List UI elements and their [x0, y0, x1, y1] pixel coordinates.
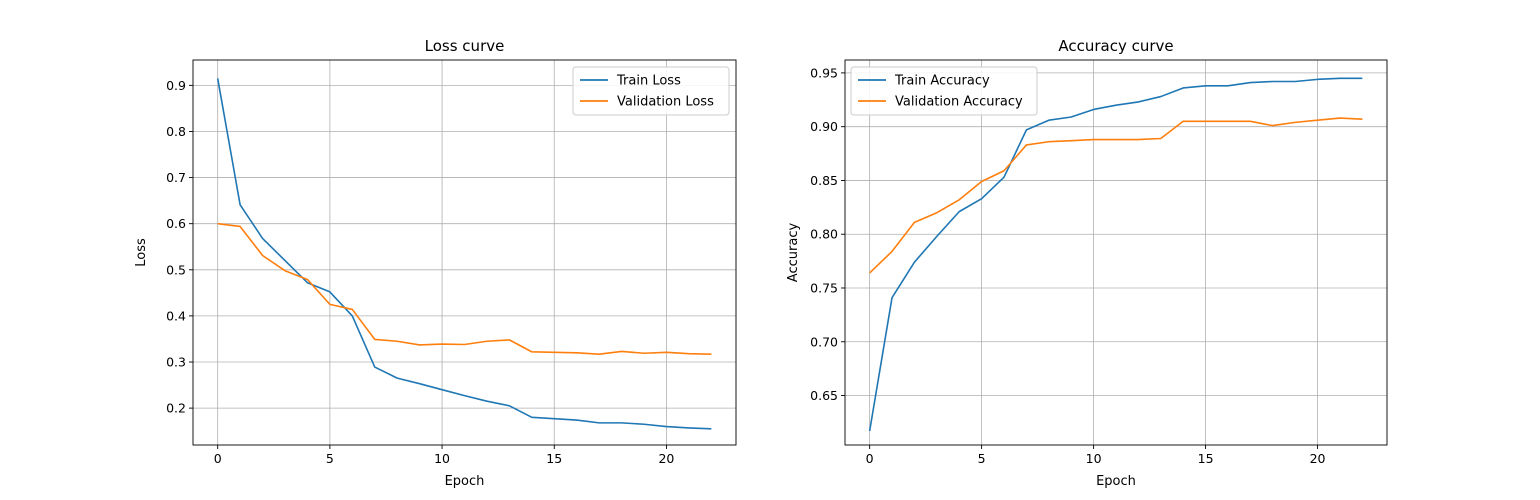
y-tick-label: 0.4: [166, 308, 186, 323]
y-tick-label: 0.70: [810, 334, 838, 349]
x-tick-label: 10: [434, 451, 450, 466]
x-tick-label: 0: [214, 451, 222, 466]
y-tick-label: 0.75: [810, 280, 838, 295]
y-tick-label: 0.9: [166, 78, 186, 93]
legend-label: Validation Accuracy: [895, 95, 1023, 110]
plot-frame: [192, 59, 737, 446]
x-tick-label: 20: [658, 451, 674, 466]
y-tick-label: 0.95: [810, 65, 838, 80]
y-tick-label: 0.65: [810, 388, 838, 403]
plot-frame: [844, 59, 1388, 446]
series-line-validation-accuracy: [869, 117, 1363, 274]
loss-chart: Loss curve Epoch Loss 0 5 10 15 20 0.2 0.3 0.4 0…: [134, 37, 737, 489]
accuracy-chart-xlabel: Epoch: [1096, 474, 1136, 489]
y-tick-label: 0.80: [810, 227, 838, 242]
x-tick-label: 5: [326, 451, 334, 466]
accuracy-chart-title: Accuracy curve: [1058, 37, 1173, 55]
x-tick-label: 0: [866, 451, 874, 466]
legend-box: [572, 66, 730, 116]
series-line-train-accuracy: [868, 77, 1363, 432]
y-tick-label: 0.6: [166, 216, 186, 231]
x-tick-label: 20: [1310, 451, 1326, 466]
accuracy-chart-ylabel: Accuracy: [786, 223, 801, 283]
legend-label: Validation Loss: [617, 95, 714, 110]
x-tick-label: 5: [978, 451, 986, 466]
y-tick-label: 0.3: [166, 355, 186, 370]
loss-chart-ylabel: Loss: [134, 238, 149, 267]
x-tick-label: 15: [546, 451, 562, 466]
y-tick-label: 0.2: [166, 401, 186, 416]
accuracy-chart: Accuracy curve Epoch Accuracy 0 5 10 15 20 0.…: [786, 37, 1388, 489]
series-line-validation-loss: [217, 222, 712, 355]
y-tick-label: 0.5: [166, 262, 186, 277]
x-tick-label: 15: [1198, 451, 1214, 466]
y-tick-label: 0.7: [166, 170, 186, 185]
loss-chart-xlabel: Epoch: [445, 474, 485, 489]
legend-box: [850, 66, 1038, 116]
series-line-train-loss: [216, 78, 712, 430]
loss-chart-title: Loss curve: [425, 37, 505, 55]
y-tick-label: 0.85: [810, 173, 838, 188]
y-tick-label: 0.8: [166, 124, 186, 139]
legend-label: Train Loss: [616, 74, 681, 89]
y-tick-label: 0.90: [810, 119, 838, 134]
x-tick-label: 10: [1086, 451, 1102, 466]
legend-label: Train Accuracy: [894, 74, 990, 89]
